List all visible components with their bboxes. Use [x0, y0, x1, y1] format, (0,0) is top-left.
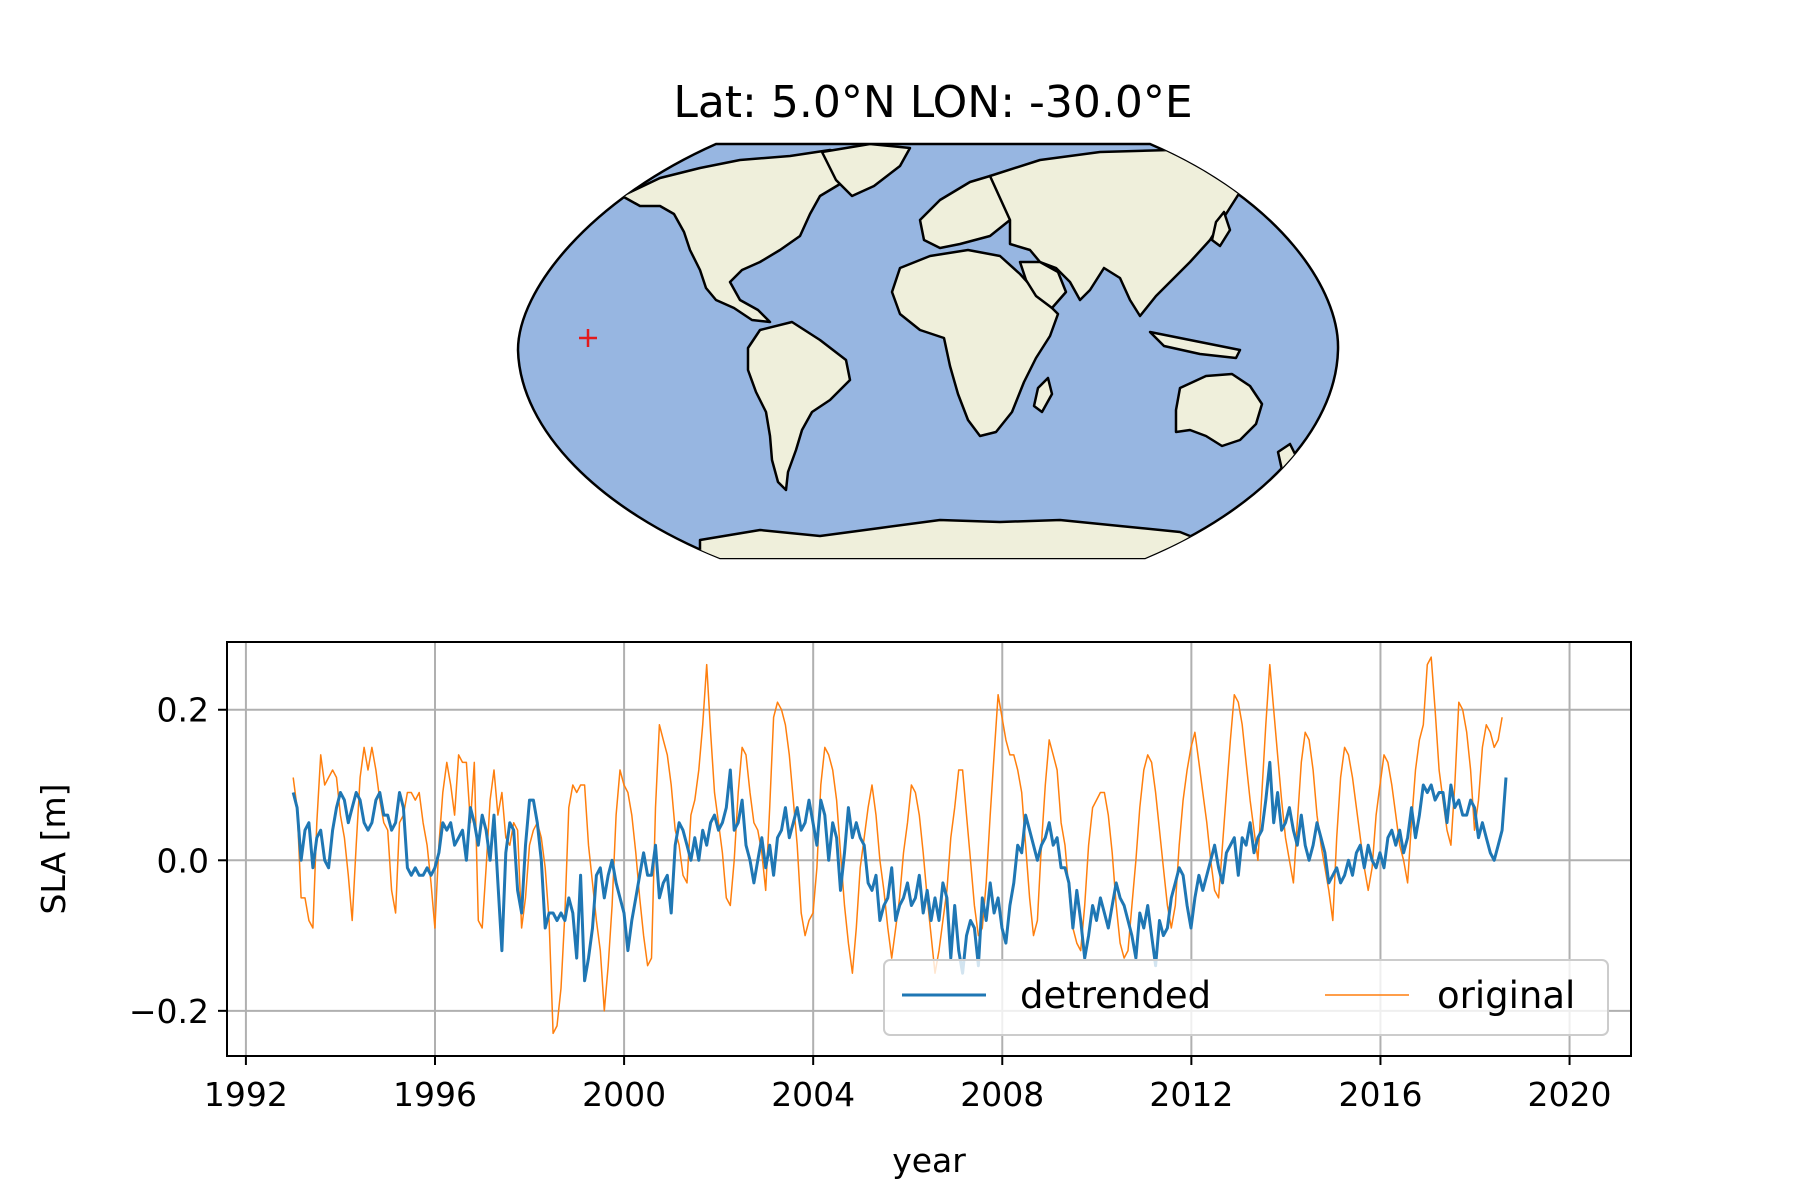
x-tick-label: 2020 [1528, 1075, 1612, 1114]
north-america-land [620, 148, 862, 324]
series-group [291, 656, 1508, 1035]
timeseries-panel: 1992 1996 2000 2004 2008 2012 2016 2020 −0.2 0.0… [34, 641, 1632, 1180]
series-line-detrended [291, 760, 1508, 983]
legend-label-original: original [1437, 974, 1575, 1017]
y-axis-label: SLA [m] [34, 783, 73, 914]
map-panel: Lat: 5.0°N LON: -30.0°E [516, 77, 1340, 560]
y-axis-ticks: −0.2 0.0 0.2 [129, 691, 227, 1031]
x-tick-label: 1992 [204, 1075, 288, 1114]
x-axis-label: year [892, 1141, 966, 1180]
africa-land [890, 248, 1060, 438]
arabia-land [1018, 260, 1068, 310]
x-tick-label: 1996 [393, 1075, 477, 1114]
indonesia-land [1148, 330, 1242, 360]
legend-label-detrended: detrended [1020, 974, 1211, 1017]
x-tick-label: 2004 [771, 1075, 855, 1114]
greenland-land [820, 144, 912, 198]
japan-land [1210, 210, 1232, 248]
antarctica-land [698, 518, 1202, 558]
legend: detrended original [883, 959, 1609, 1036]
x-tick-label: 2016 [1338, 1075, 1422, 1114]
map-title: Lat: 5.0°N LON: -30.0°E [673, 77, 1192, 128]
madagascar-land [1032, 376, 1054, 414]
australia-land [1174, 372, 1264, 448]
plot-frame [226, 641, 1632, 1057]
x-tick-label: 2008 [960, 1075, 1044, 1114]
y-tick-label: 0.2 [157, 691, 209, 730]
legend-box [883, 959, 1609, 1036]
south-america-land [746, 320, 852, 492]
y-tick-label: 0.0 [157, 841, 209, 880]
x-axis-ticks: 1992 1996 2000 2004 2008 2012 2016 2020 [204, 1056, 1612, 1114]
location-marker [579, 329, 597, 347]
x-tick-label: 2000 [582, 1075, 666, 1114]
x-tick-label: 2012 [1149, 1075, 1233, 1114]
continents [620, 144, 1298, 558]
y-tick-label: −0.2 [129, 992, 209, 1031]
